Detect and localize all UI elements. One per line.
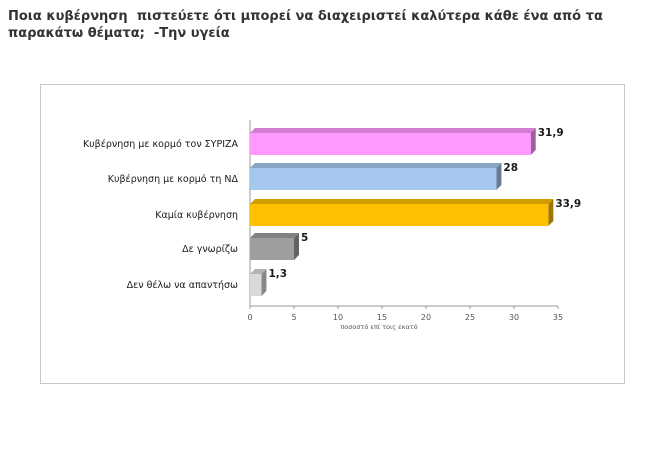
bar-front-face (250, 133, 531, 155)
bar-front-face (250, 274, 262, 296)
data-label: 5 (301, 232, 308, 244)
x-tick-label: 10 (333, 313, 343, 322)
bar (250, 199, 554, 226)
chart-labels: 31,9 Κυβέρνηση με κορμό τον ΣΥΡΙΖΑ 28 Κυβέρ… (83, 127, 581, 291)
category-label: Κυβέρνηση με κορμό τον ΣΥΡΙΖΑ (83, 139, 239, 150)
bar-side-face (294, 233, 299, 260)
x-tick-label: 5 (291, 313, 296, 322)
bar (250, 128, 536, 155)
bar-side-face (261, 269, 267, 296)
x-tick-label: 35 (553, 313, 563, 322)
chart-axes: 0 5 10 15 20 25 30 35 (247, 120, 563, 322)
category-label: Κυβέρνηση με κορμό τη ΝΔ (108, 174, 239, 185)
category-label: Καμία κυβέρνηση (155, 210, 238, 221)
category-label: Δε γνωρίζω (182, 244, 238, 255)
chart-bars (250, 128, 554, 296)
data-label: 31,9 (538, 127, 564, 139)
x-tick-label: 0 (247, 313, 252, 322)
data-label: 1,3 (268, 268, 287, 280)
chart-title: Ποια κυβέρνηση πιστεύετε ότι μπορεί να δ… (8, 9, 608, 41)
x-tick-label: 20 (421, 313, 431, 322)
bar-side-face (530, 128, 536, 155)
bar-top-face (250, 269, 267, 274)
bar (250, 233, 299, 260)
data-label: 33,9 (555, 198, 581, 210)
x-tick-label: 25 (465, 313, 475, 322)
bar (250, 269, 267, 296)
bar-side-face (496, 163, 502, 190)
bar-top-face (250, 199, 554, 204)
x-axis-title: ποσοστό επί τοις εκατό (340, 323, 417, 331)
bar-top-face (250, 233, 299, 238)
data-label: 28 (503, 162, 518, 174)
bar (250, 163, 502, 190)
bar-top-face (250, 128, 536, 133)
bar-side-face (548, 199, 554, 226)
x-tick-label: 15 (377, 313, 387, 322)
category-label: Δεν θέλω να απαντήσω (127, 280, 238, 291)
x-tick-label: 30 (509, 313, 519, 322)
bar-front-face (250, 238, 294, 260)
bar-front-face (250, 204, 549, 226)
bar-front-face (250, 168, 497, 190)
bar-top-face (250, 163, 502, 168)
